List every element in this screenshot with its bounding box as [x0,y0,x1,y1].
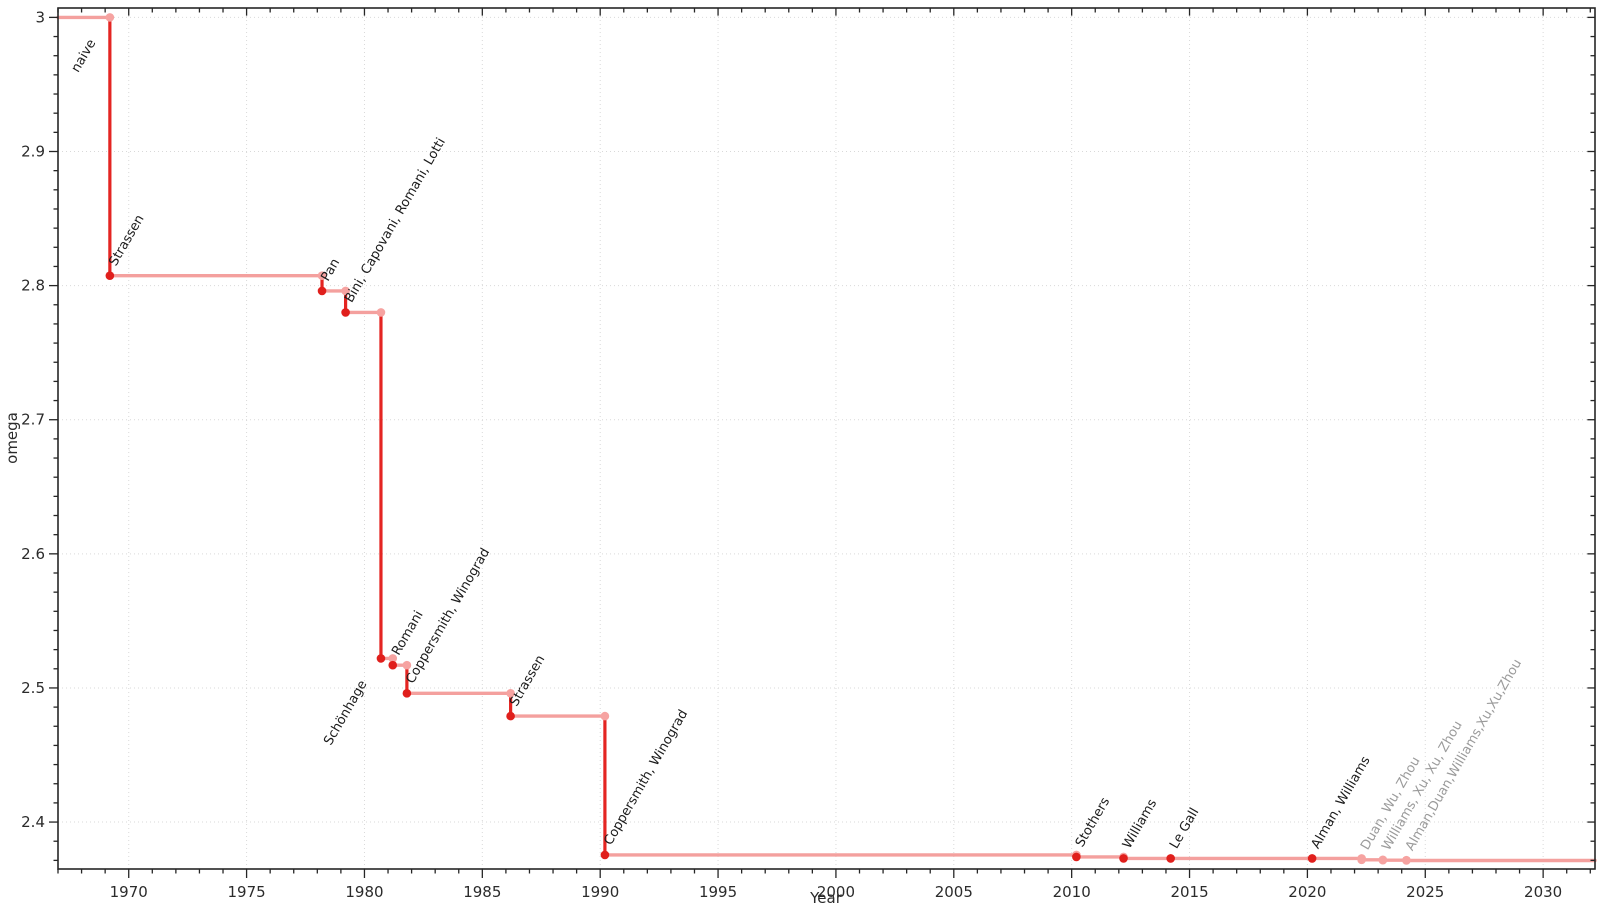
corner-dot [105,13,115,22]
x-tick-label: 1970 [110,883,148,901]
corner-dot [402,660,412,670]
corner-dot [600,711,610,721]
event-dot [1072,852,1081,862]
x-tick-label: 1980 [345,883,383,901]
x-tick-label: 2020 [1288,883,1326,901]
x-tick-label: 1975 [227,883,265,901]
event-dot [506,711,515,721]
event-label: naive [69,37,100,75]
y-tick-label: 2.6 [21,545,45,563]
event-label: Coppersmith, Winograd [601,707,691,848]
y-tick-label: 2.8 [21,277,45,295]
event-label: Schönhage [321,678,370,748]
x-tick-label: 2000 [817,883,855,901]
x-tick-label: 2005 [935,883,973,901]
y-tick-label: 3 [35,8,45,26]
corner-dot [506,689,515,698]
corner-dot [317,271,327,280]
event-dot [1166,854,1175,863]
event-dot [1119,854,1128,863]
event-label: Le Gall [1167,805,1202,851]
event-label: Alman,Duan,Williams,Xu,Xu,Zhou [1403,657,1525,854]
plot-border [57,7,1596,870]
x-tick-label: 2010 [1053,883,1091,901]
axes-frame [57,7,1596,870]
event-dot [388,660,398,670]
event-label: Williams [1120,797,1160,852]
event-dot [105,271,115,280]
tick-labels: 1970 1975 1980 1985 1990 1995 2000 2005 2010 2015… [21,8,1562,901]
corner-dot [341,286,350,296]
corner-dot [388,654,398,663]
event-label: Strassen [507,653,548,709]
event-dot [600,850,610,860]
y-tick-label: 2.7 [21,411,45,429]
y-tick-label: 2.4 [21,813,45,831]
y-tick-label: 2.9 [21,143,45,161]
x-axis-label: Year [809,889,843,907]
y-axis-label: omega [3,412,21,464]
x-tick-label: 2025 [1406,883,1444,901]
event-label: Strassen [106,212,147,268]
event-dot [1307,854,1317,863]
event-dot [376,654,386,663]
event-dot [341,308,350,317]
x-tick-label: 1990 [581,883,619,901]
event-dot [317,286,327,296]
x-tick-label: 1995 [699,883,737,901]
step-series [56,13,1597,865]
gridlines [58,8,1595,869]
y-tick-label: 2.5 [21,679,45,697]
axis-ticks [49,8,1595,878]
event-dot [402,689,412,698]
x-tick-label: 2015 [1170,883,1208,901]
corner-dot [376,308,386,317]
x-tick-label: 1985 [463,883,501,901]
event-dot [1378,855,1388,865]
event-dot [1357,855,1366,865]
event-dot [1402,856,1411,865]
x-tick-label: 2030 [1524,883,1562,901]
event-label: Bini, Capovani, Romani, Lotti [342,135,449,305]
